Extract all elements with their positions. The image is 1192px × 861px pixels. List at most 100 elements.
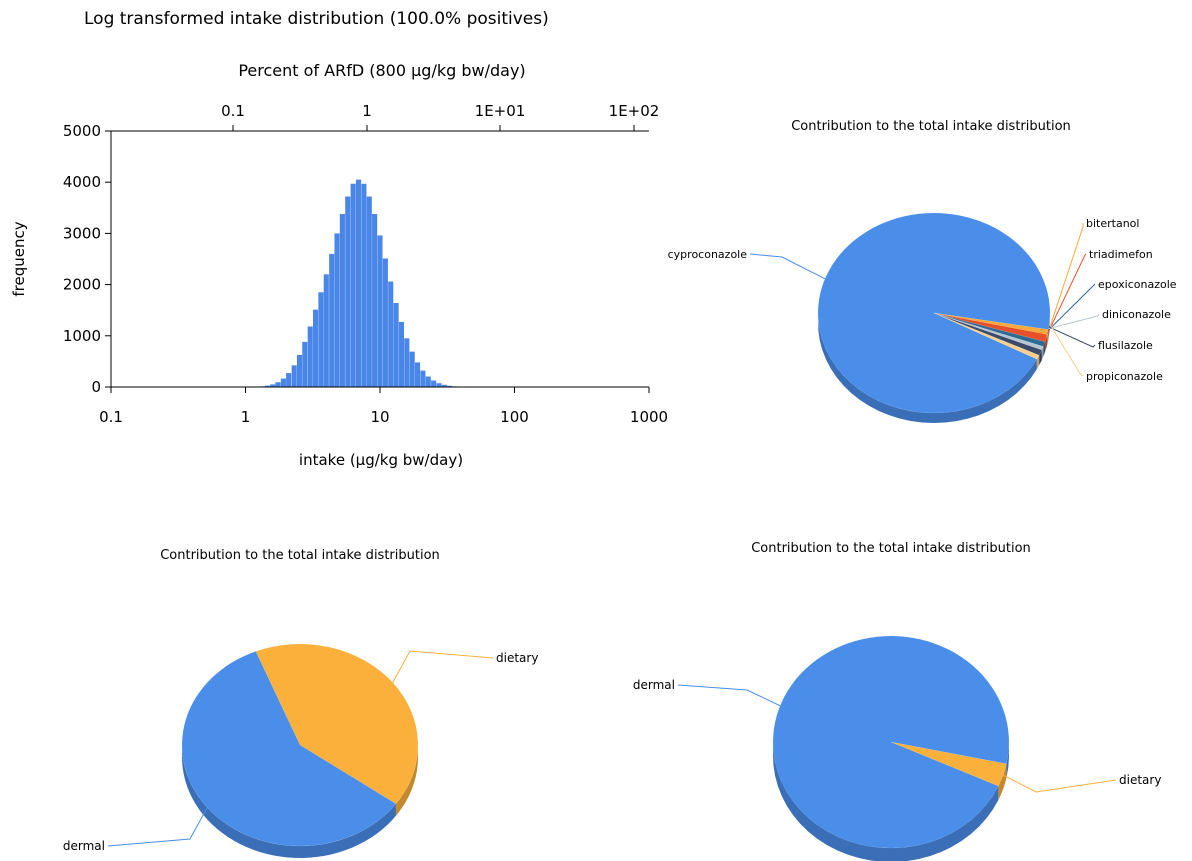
histogram-bar xyxy=(264,385,270,387)
pie-slice-side xyxy=(1036,355,1040,370)
pie3-title: Contribution to the total intake distrib… xyxy=(751,541,1031,556)
leader-line-bitertanol xyxy=(1046,223,1084,338)
histogram-bar xyxy=(334,233,340,387)
pie-label-dietary: dietary xyxy=(496,651,538,665)
histogram-bar xyxy=(431,380,437,387)
x-tick-label: 0.1 xyxy=(99,408,123,426)
pie-label-dermal: dermal xyxy=(63,839,105,853)
top-tick-label: 1E+02 xyxy=(609,102,660,120)
histogram-bar xyxy=(286,373,292,387)
substance-pie-panel: Contribution to the total intake distrib… xyxy=(640,100,1192,460)
histogram-bar xyxy=(388,281,394,387)
leader-line-dermal xyxy=(677,684,781,707)
intake-histogram: Log transformed intake distribution (100… xyxy=(10,9,668,469)
histogram-bar xyxy=(280,378,286,387)
pie-slice-dermal xyxy=(181,651,397,847)
histogram-bar xyxy=(377,235,383,387)
y-tick-label: 4000 xyxy=(63,173,101,191)
histogram-bar xyxy=(414,362,421,387)
y-tick-label: 3000 xyxy=(63,224,101,242)
histogram-bars xyxy=(253,179,480,387)
x-tick-label: 10 xyxy=(370,408,389,426)
y-tick-label: 2000 xyxy=(63,276,101,294)
x-tick-label: 1000 xyxy=(630,408,668,426)
intake-histogram-panel: Log transformed intake distribution (100… xyxy=(0,0,700,480)
pie-slice-cyproconazole xyxy=(817,212,1051,414)
leader-line-triadimefon xyxy=(1047,253,1087,335)
histogram-bar xyxy=(404,338,410,387)
y-tick-label: 0 xyxy=(91,378,101,396)
histogram-bar xyxy=(275,382,281,387)
substance-contribution-pie: Contribution to the total intake distrib… xyxy=(668,119,1177,423)
histogram-bar xyxy=(350,183,356,387)
histogram-bar xyxy=(313,309,319,387)
pie-label-cyproconazole: cyproconazole xyxy=(668,248,748,261)
route-pie-panel-right: Contribution to the total intake distrib… xyxy=(600,525,1192,861)
pie-label-bitertanol: bitertanol xyxy=(1086,217,1139,230)
leader-line-dietary xyxy=(392,650,494,683)
pie-label-flusilazole: flusilazole xyxy=(1098,339,1153,352)
leader-line-diniconazole xyxy=(1048,313,1100,330)
histogram-bar xyxy=(318,292,324,387)
histogram-bar xyxy=(361,183,367,387)
histogram-bar xyxy=(345,196,351,387)
histogram-bar xyxy=(355,179,362,387)
leader-line-propiconazole xyxy=(1048,323,1084,377)
route-contribution-pie-left: Contribution to the total intake distrib… xyxy=(63,548,538,858)
pie-slice-side xyxy=(1043,341,1046,357)
histogram-bar xyxy=(409,351,415,387)
pie-slice-propiconazole xyxy=(933,312,1040,360)
histogram-bar xyxy=(372,213,378,387)
pie-slice-side xyxy=(998,763,1007,800)
histogram-bar xyxy=(296,354,303,387)
top-tick-label: 0.1 xyxy=(221,102,245,120)
pie-slice-flusilazole xyxy=(933,312,1043,356)
histogram-bar xyxy=(382,258,388,387)
leader-line-cyproconazole xyxy=(749,253,826,280)
histogram-bar xyxy=(398,321,405,387)
route-contribution-pie-right: Contribution to the total intake distrib… xyxy=(633,541,1161,861)
pie-slice-side xyxy=(1039,350,1042,366)
pie-label-propiconazole: propiconazole xyxy=(1086,370,1163,383)
top-tick-label: 1E+01 xyxy=(475,102,526,120)
x-tick-label: 1 xyxy=(241,408,251,426)
pie-slice-side xyxy=(395,747,418,816)
leader-line-epoxiconazole xyxy=(1047,283,1096,331)
top-axis-label: Percent of ARfD (800 μg/kg bw/day) xyxy=(238,61,525,80)
leader-line-dietary xyxy=(1002,774,1117,793)
histogram-title: Log transformed intake distribution (100… xyxy=(84,9,549,29)
histogram-bar xyxy=(291,365,297,387)
pie-slice-side xyxy=(1045,334,1048,352)
histogram-bar xyxy=(447,385,453,387)
pie2-title: Contribution to the total intake distrib… xyxy=(160,548,440,563)
top-tick-label: 1 xyxy=(362,102,372,120)
pie1-title: Contribution to the total intake distrib… xyxy=(791,119,1071,134)
histogram-bar xyxy=(420,370,426,387)
histogram-bar xyxy=(323,274,329,387)
histogram-bar xyxy=(441,384,447,387)
pie-label-epoxiconazole: epoxiconazole xyxy=(1098,278,1177,291)
histogram-bar xyxy=(436,383,442,387)
histogram-bar xyxy=(393,303,399,387)
histogram-axes: 0 1000 2000 3000 4000 5000 0.1 1 10 100 1000 0.1 1 1E… xyxy=(63,102,668,426)
pie-slice-side xyxy=(1041,346,1044,361)
y-tick-label: 1000 xyxy=(63,327,101,345)
pie-slice-epoxiconazole xyxy=(933,312,1046,347)
leader-line-dermal xyxy=(107,807,208,847)
pie-label-dermal: dermal xyxy=(633,678,675,692)
pie-slice-diniconazole xyxy=(933,312,1044,351)
histogram-bar xyxy=(425,376,431,387)
histogram-bar xyxy=(307,326,313,387)
pie-slice-side xyxy=(1006,742,1009,778)
pie-label-dietary: dietary xyxy=(1119,773,1161,787)
pie-label-diniconazole: diniconazole xyxy=(1102,308,1171,321)
histogram-bar xyxy=(270,384,276,387)
histogram-bar xyxy=(366,196,372,387)
y-axis-label: frequency xyxy=(10,221,28,296)
x-axis-label: intake (μg/kg bw/day) xyxy=(299,451,463,469)
pie-label-triadimefon: triadimefon xyxy=(1089,248,1153,261)
y-tick-label: 5000 xyxy=(63,122,101,140)
histogram-bar xyxy=(329,253,335,387)
histogram-bar xyxy=(339,213,345,387)
x-tick-label: 100 xyxy=(500,408,529,426)
